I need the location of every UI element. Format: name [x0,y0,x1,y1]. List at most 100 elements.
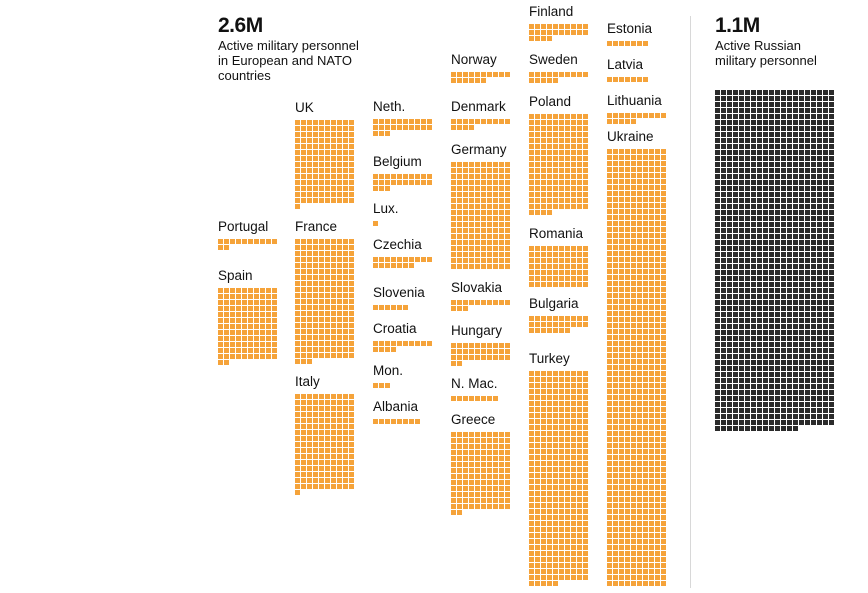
waffle-square [763,408,768,413]
waffle-square [643,419,648,424]
waffle-square [607,515,612,520]
waffle-square [619,575,624,580]
waffle-square [781,90,786,95]
waffle-square [230,300,235,305]
waffle-square [331,424,336,429]
waffle-square [763,174,768,179]
waffle-square [607,119,612,124]
waffle-square [643,275,648,280]
waffle-square [715,306,720,311]
waffle-square [805,276,810,281]
waffle-square [559,371,564,376]
waffle-square [637,245,642,250]
waffle-square [463,246,468,251]
waffle-square [619,503,624,508]
waffle-square [823,408,828,413]
waffle-square [571,575,576,580]
country-label: Slovakia [451,280,503,295]
waffle-square [619,377,624,382]
waffle-square [451,300,456,305]
waffle-square [787,330,792,335]
waffle-square [583,264,588,269]
waffle-square [733,426,738,431]
waffle-square [499,222,504,227]
waffle-square [823,420,828,425]
waffle-square [655,179,660,184]
waffle-square [751,306,756,311]
waffle-square [661,425,666,430]
waffle-square [571,30,576,35]
waffle-square [625,437,630,442]
waffle-square [661,497,666,502]
waffle-square [787,342,792,347]
waffle-square [805,342,810,347]
country-label: Turkey [529,351,570,366]
waffle-square [721,126,726,131]
waffle-square [571,455,576,460]
waffle-square [325,126,330,131]
waffle-square [613,359,618,364]
waffle-square [559,431,564,436]
waffle-square [565,174,570,179]
waffle-square [493,474,498,479]
waffle-square [295,186,300,191]
waffle-square [727,192,732,197]
waffle-square [529,551,534,556]
waffle-square [553,322,558,327]
waffle-square [493,498,498,503]
waffle-square [541,192,546,197]
waffle-square [529,132,534,137]
waffle-square [823,396,828,401]
waffle-square [583,30,588,35]
waffle-square [619,581,624,586]
waffle-square [661,209,666,214]
waffle-square [535,156,540,161]
waffle-square [715,240,720,245]
waffle-square [457,240,462,245]
waffle-square [793,246,798,251]
waffle-square [769,174,774,179]
waffle-square [799,240,804,245]
waffle-square [301,269,306,274]
waffle-square [583,270,588,275]
waffle-square [655,467,660,472]
waffle-square [829,276,834,281]
waffle-square [721,390,726,395]
waffle-square [559,180,564,185]
waffle-square [769,360,774,365]
waffle-square [817,372,822,377]
waffle-square [625,395,630,400]
waffle-square [505,349,510,354]
waffle-square [751,342,756,347]
waffle-square [757,384,762,389]
waffle-square [781,216,786,221]
waffle-square [553,515,558,520]
waffle-square [481,234,486,239]
waffle-square [739,198,744,203]
waffle-square [625,545,630,550]
waffle-square [529,144,534,149]
waffle-square [799,162,804,167]
waffle-square [553,389,558,394]
waffle-square [397,263,402,268]
waffle-square [565,186,570,191]
waffle-square [661,167,666,172]
waffle-square [649,341,654,346]
waffle-square [379,305,384,310]
waffle-square [733,264,738,269]
waffle-square [607,335,612,340]
waffle-square [391,341,396,346]
waffle-square [739,276,744,281]
waffle-square [619,557,624,562]
waffle-square [266,354,271,359]
waffle-square [547,126,552,131]
waffle-square [625,569,630,574]
waffle-square [715,90,720,95]
waffle-square [583,503,588,508]
waffle-square [643,365,648,370]
waffle-square [577,132,582,137]
waffle-square [337,466,342,471]
waffle-square [619,407,624,412]
waffle-square [799,132,804,137]
waffle-square [529,449,534,454]
